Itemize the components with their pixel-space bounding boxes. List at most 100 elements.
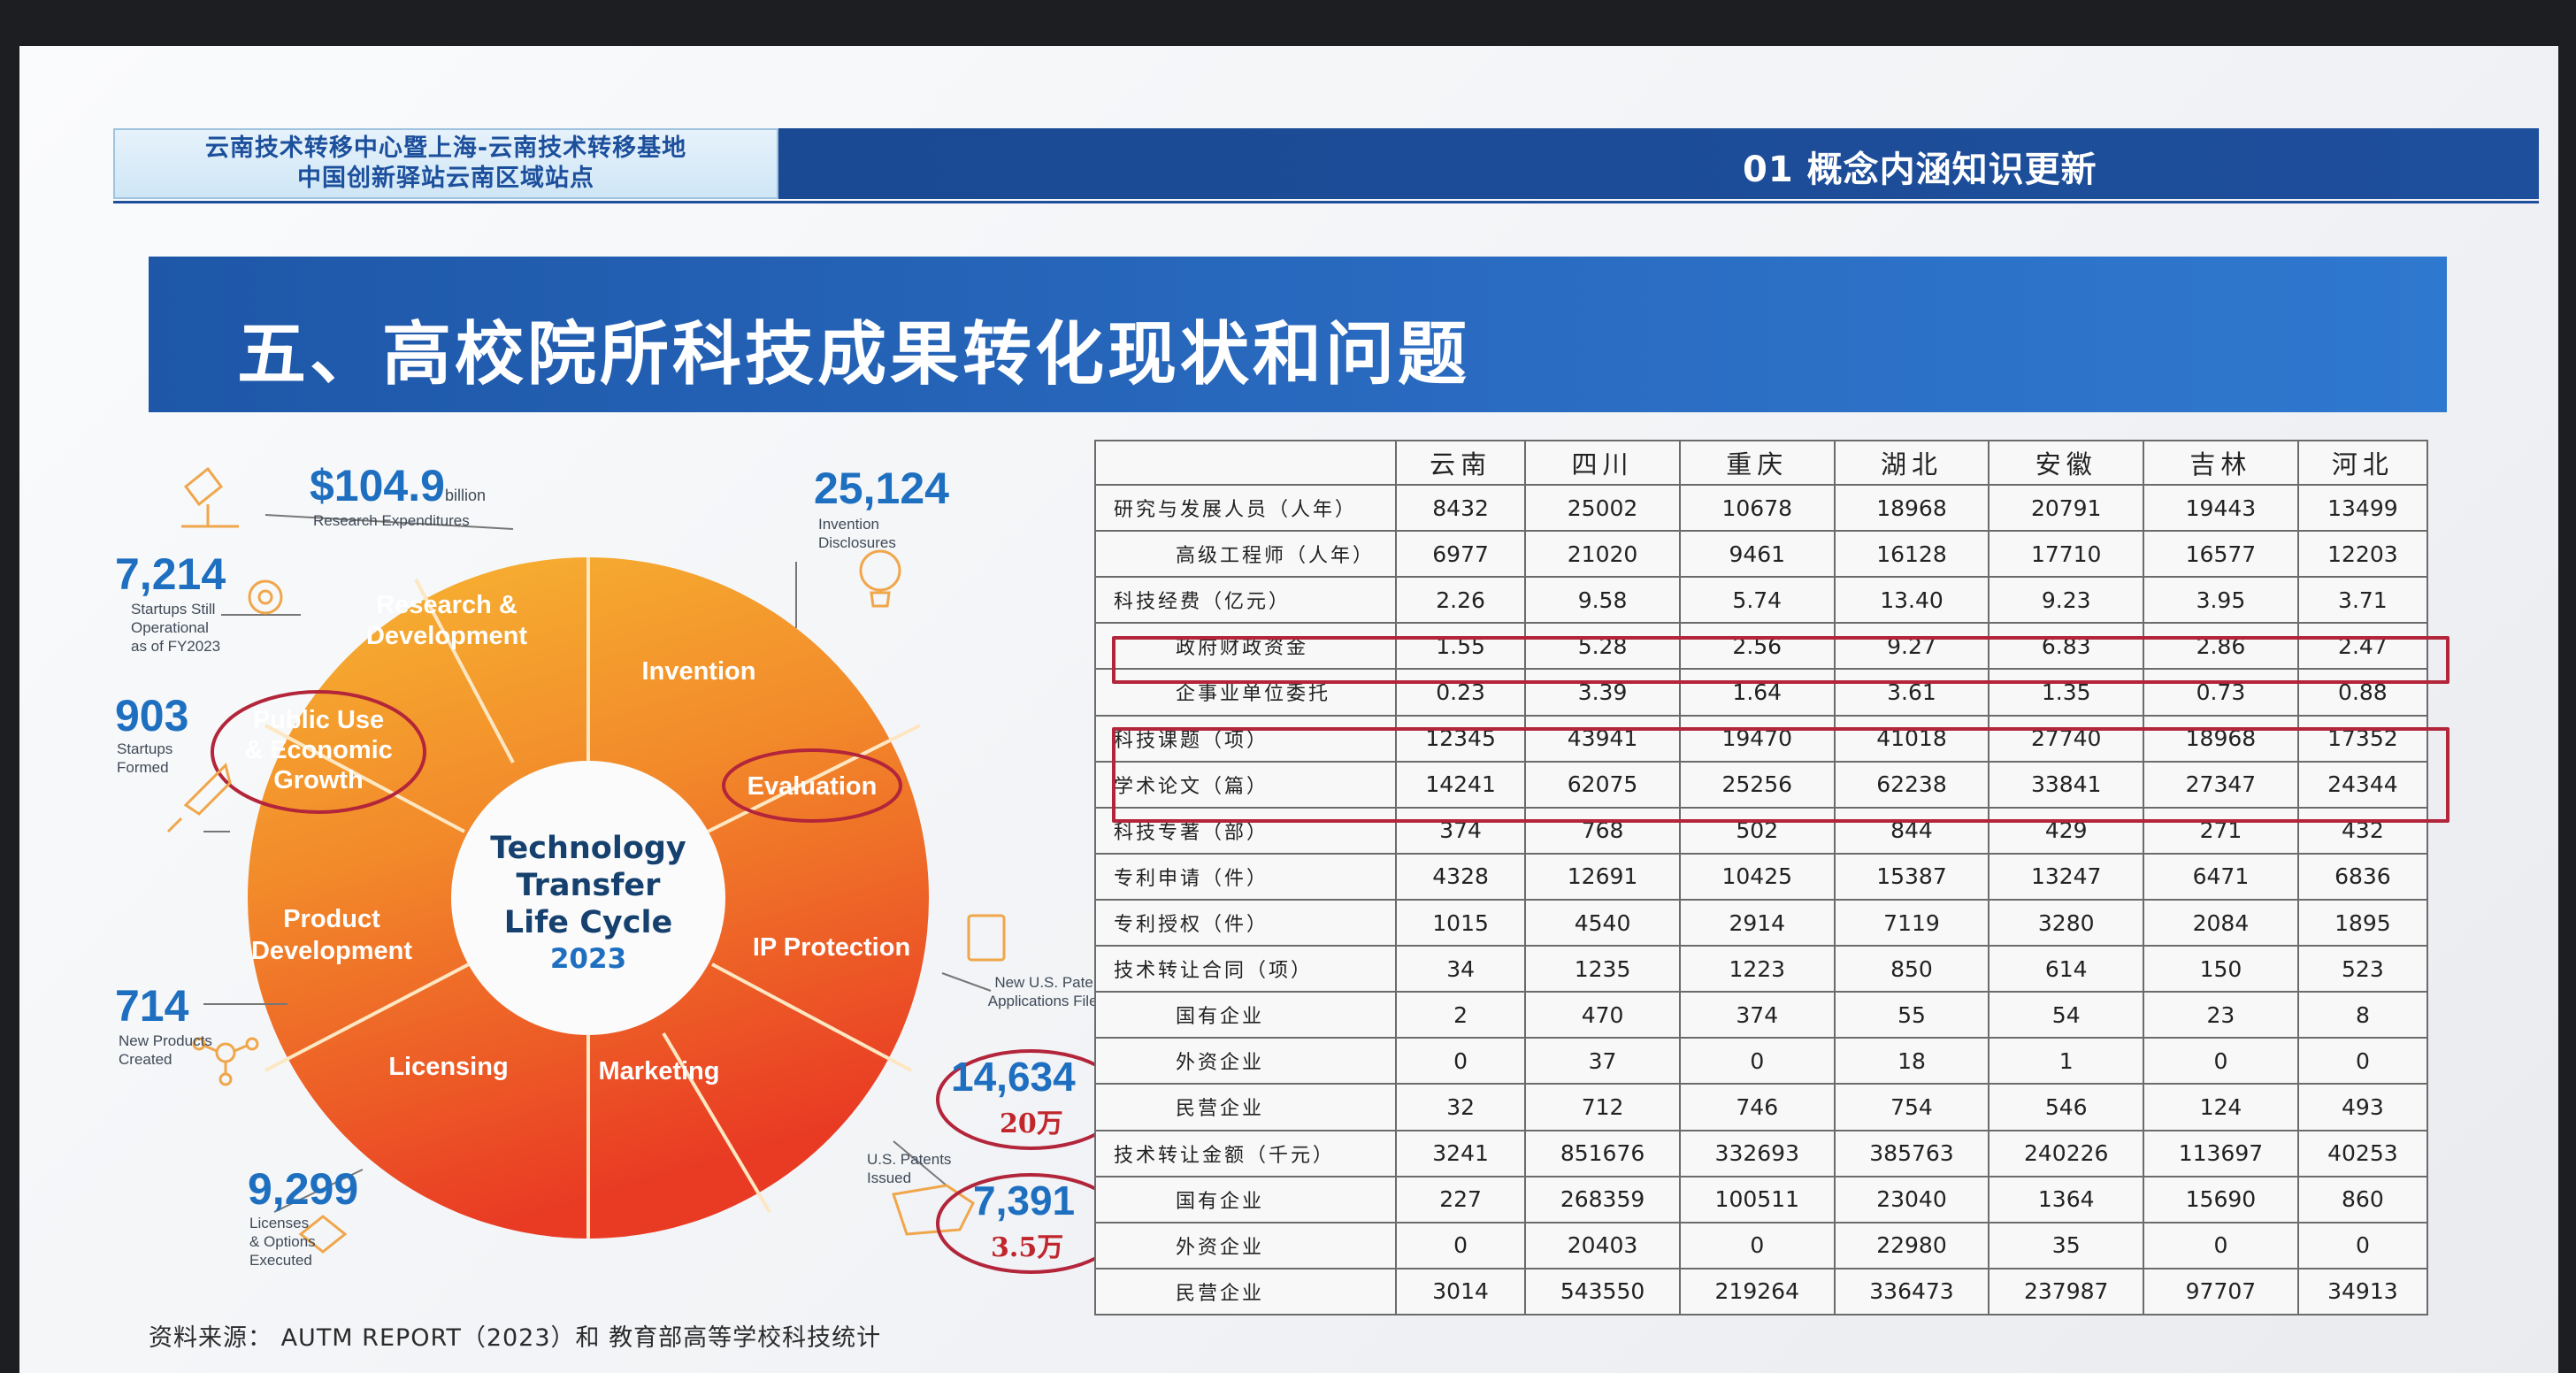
document-icon <box>967 914 1006 962</box>
table-cell: 62075 <box>1524 760 1681 809</box>
research-expenditure-unit: billion <box>444 487 486 504</box>
startups-formed-value: 903 <box>115 691 189 740</box>
table-cell: 0.88 <box>2296 668 2429 717</box>
table-row: 政府财政资金 1.55 5.28 2.56 9.27 6.83 2.86 2.47 <box>1094 622 2429 671</box>
table-cell: 3014 <box>1394 1267 1527 1316</box>
table-cell: 25256 <box>1678 760 1836 809</box>
table-cell: 16577 <box>2143 530 2299 579</box>
table-cell: 20791 <box>1988 483 2145 533</box>
table-cell: 860 <box>2296 1175 2429 1223</box>
table-row: 专利申请（件） 4328 12691 10425 15387 13247 6471 6836 <box>1094 852 2429 901</box>
table-cell: 15387 <box>1833 852 1990 901</box>
table-cell: 32 <box>1394 1083 1527 1131</box>
table-cell: 4540 <box>1524 898 1681 947</box>
leader-lines <box>203 514 992 1213</box>
table-row: 国有企业 227 268359 100511 23040 1364 15690 860 <box>1094 1175 2429 1223</box>
segment-product-2: Development <box>251 937 412 965</box>
table-cell: 0 <box>1394 1221 1527 1269</box>
table-cell: 62238 <box>1833 760 1990 809</box>
table-row: 外资企业 0 37 0 18 1 0 0 <box>1094 1037 2429 1085</box>
table-cell: 219264 <box>1678 1267 1836 1316</box>
table-cell: 34 <box>1394 945 1527 993</box>
table-row: 国有企业 2 470 374 55 54 23 8 <box>1094 991 2429 1039</box>
table-cell: 24344 <box>2296 760 2429 809</box>
table-cell: 1015 <box>1394 898 1527 947</box>
table-cell: 851676 <box>1524 1129 1681 1177</box>
table-header-cell: 重庆 <box>1678 440 1836 486</box>
table-cell: 374 <box>1678 991 1836 1039</box>
table-cell: 18 <box>1833 1037 1990 1085</box>
table-cell: 9.23 <box>1988 576 2145 625</box>
table-cell: 2.26 <box>1394 576 1527 625</box>
table-row: 学术论文（篇） 14241 62075 25256 62238 33841 27347 243… <box>1094 760 2429 809</box>
table-cell: 332693 <box>1678 1129 1836 1177</box>
table-cell: 35 <box>1988 1221 2145 1269</box>
row-label: 国有企业 <box>1094 1175 1397 1223</box>
patents-issued-note: 3.5万 <box>991 1232 1064 1263</box>
table-cell: 41018 <box>1833 714 1990 763</box>
table-row: 高级工程师（人年） 6977 21020 9461 16128 17710 16577 122… <box>1094 530 2429 579</box>
table-row: 技术转让合同（项） 34 1235 1223 850 614 150 523 <box>1094 945 2429 993</box>
table-cell: 40253 <box>2296 1129 2429 1177</box>
row-label: 政府财政资金 <box>1094 622 1397 671</box>
table-cell: 3.61 <box>1833 668 1990 717</box>
row-label: 高级工程师（人年） <box>1094 530 1397 579</box>
header-divider <box>113 201 2539 203</box>
row-label: 研究与发展人员（人年） <box>1094 483 1397 533</box>
row-label: 民营企业 <box>1094 1083 1397 1131</box>
table-cell: 712 <box>1524 1083 1681 1131</box>
us-map-icon <box>892 1184 975 1236</box>
segment-invention: Invention <box>642 657 756 686</box>
table-cell: 5.28 <box>1524 622 1681 671</box>
table-cell: 8 <box>2296 991 2429 1039</box>
table-cell: 6836 <box>2296 852 2429 901</box>
table-cell: 12691 <box>1524 852 1681 901</box>
table-cell: 493 <box>2296 1083 2429 1131</box>
table-cell: 1.64 <box>1678 668 1836 717</box>
segment-research-2: Development <box>366 622 527 650</box>
row-label: 民营企业 <box>1094 1267 1397 1316</box>
table-cell: 54 <box>1988 991 2145 1039</box>
table-cell: 0 <box>1394 1037 1527 1085</box>
segment-product: Product <box>283 905 380 933</box>
org-header: 云南技术转移中心暨上海-云南技术转移基地 中国创新驿站云南区域站点 <box>113 128 778 199</box>
table-cell: 34913 <box>2296 1267 2429 1316</box>
table-cell: 1235 <box>1524 945 1681 993</box>
table-cell: 13499 <box>2296 483 2429 533</box>
table-cell: 0 <box>2143 1037 2299 1085</box>
center-line3: Life Cycle <box>504 905 672 940</box>
table-cell: 19443 <box>2143 483 2299 533</box>
segment-research: Research & <box>376 591 518 619</box>
row-label: 科技专著（部） <box>1094 806 1397 855</box>
table-cell: 37 <box>1524 1037 1681 1085</box>
table-cell: 2084 <box>2143 898 2299 947</box>
disclosures-value: 25,124 <box>814 464 949 513</box>
new-products-caption: New Products Created <box>119 1032 212 1068</box>
table-header-cell: 吉林 <box>2143 440 2299 486</box>
section-title: 01 概念内涵知识更新 <box>1743 150 2097 190</box>
page-title: 五、高校院所科技成果转化现状和问题 <box>237 315 1471 395</box>
table-cell: 0 <box>2296 1221 2429 1269</box>
table-cell: 10425 <box>1678 852 1836 901</box>
row-label: 国有企业 <box>1094 991 1397 1039</box>
table-cell: 546 <box>1988 1083 2145 1131</box>
gear-icon <box>248 579 283 615</box>
patents-issued-caption: U.S. Patents Issued <box>867 1151 952 1186</box>
table-cell: 8432 <box>1394 483 1527 533</box>
table-cell: 43941 <box>1524 714 1681 763</box>
table-header-cell: 云南 <box>1394 440 1527 486</box>
table-cell: 23 <box>2143 991 2299 1039</box>
table-cell: 754 <box>1833 1083 1990 1131</box>
startups-formed-caption: Startups Formed <box>117 740 173 776</box>
segment-evaluation: Evaluation <box>748 772 878 801</box>
microscope-icon <box>181 466 239 528</box>
table-cell: 746 <box>1678 1083 1836 1131</box>
table-cell: 1 <box>1988 1037 2145 1085</box>
table-cell: 23040 <box>1833 1175 1990 1223</box>
licenses-value: 9,299 <box>248 1164 359 1214</box>
startups-operational-caption: Startups Still Operational as of FY2023 <box>131 601 221 655</box>
table-row: 外资企业 0 20403 0 22980 35 0 0 <box>1094 1221 2429 1269</box>
row-label: 外资企业 <box>1094 1037 1397 1085</box>
table-header-cell: 四川 <box>1524 440 1681 486</box>
table-cell: 336473 <box>1833 1267 1990 1316</box>
